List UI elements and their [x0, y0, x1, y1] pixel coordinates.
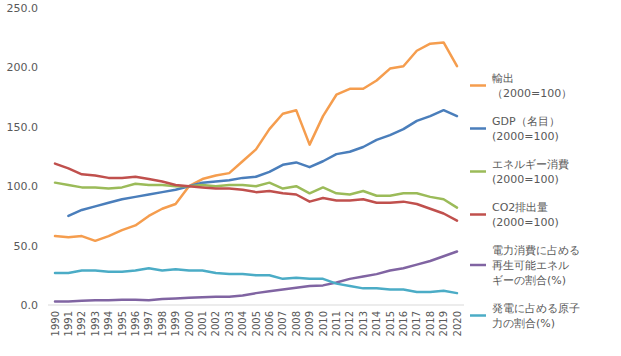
y-tick-label: 0.0	[21, 299, 39, 312]
legend-swatch	[470, 264, 486, 267]
x-tick-label: 2018	[425, 311, 436, 336]
x-tick-label: 1994	[103, 311, 114, 336]
series-line	[55, 164, 457, 221]
legend: 輸出（2000=100） GDP（名目）(2000=100) エネルギー消費(200…	[470, 72, 580, 330]
x-tick-label: 2011	[331, 311, 342, 336]
x-tick-label: 2017	[411, 311, 422, 336]
legend-swatch	[470, 127, 486, 130]
x-tick-label: 2000	[184, 311, 195, 336]
x-tick-label: 2006	[264, 311, 275, 336]
series-line	[68, 110, 457, 216]
x-tick-label: 2005	[251, 311, 262, 336]
legend-label: 発電に占める原子力の割合(%)	[492, 302, 580, 330]
x-tick-label: 2007	[277, 311, 288, 336]
legend-swatch	[470, 213, 486, 216]
x-tick-label: 2009	[304, 311, 315, 336]
x-tick-label: 2010	[318, 311, 329, 336]
x-tick-label: 2002	[210, 311, 221, 336]
lines	[55, 42, 457, 301]
x-tick-label: 2016	[398, 311, 409, 336]
series-line	[55, 268, 457, 293]
x-axis-line	[48, 305, 464, 306]
x-tick-label: 1999	[170, 311, 181, 336]
legend-label: 輸出（2000=100）	[492, 72, 572, 100]
legend-label: エネルギー消費(2000=100)	[492, 158, 569, 186]
series-line	[55, 42, 457, 240]
x-tick-label: 2014	[371, 311, 382, 336]
x-tick-label: 1996	[130, 311, 141, 336]
x-tick-label: 2013	[358, 311, 369, 336]
y-tick-label: 50.0	[14, 240, 39, 253]
legend-label: GDP（名目）(2000=100)	[492, 115, 560, 143]
x-axis: 1990199119921993199419951996199719981999…	[48, 305, 464, 336]
x-tick-label: 2015	[385, 311, 396, 336]
x-tick-label: 1997	[143, 311, 154, 336]
x-tick-label: 2020	[452, 311, 463, 336]
x-tick-label: 1990	[50, 311, 61, 336]
legend-label: 電力消費に占める再生可能エネルギーの割合(%)	[492, 244, 580, 287]
y-tick-label: 200.0	[7, 61, 39, 74]
legend-label: CO2排出量(2000=100)	[492, 201, 559, 229]
y-axis: 0.0 50.0 100.0 150.0 200.0 250.0	[7, 2, 46, 312]
x-tick-label: 2001	[197, 311, 208, 336]
x-tick-label: 1991	[63, 311, 74, 336]
legend-swatch	[470, 170, 486, 173]
x-tick-label: 2008	[291, 311, 302, 336]
y-tick-label: 150.0	[7, 121, 39, 134]
series-line	[55, 252, 457, 302]
x-tick-label: 2019	[438, 311, 449, 336]
y-tick-label: 100.0	[7, 180, 39, 193]
series-line	[55, 183, 457, 208]
x-tick-label: 2004	[237, 311, 248, 336]
legend-swatch	[470, 84, 486, 87]
x-tick-label: 2003	[224, 311, 235, 336]
legend-swatch	[470, 314, 486, 317]
x-tick-label: 2012	[344, 311, 355, 336]
x-tick-label: 1995	[117, 311, 128, 336]
chart: 0.050.0100.0150.0200.0250.01990199119921…	[0, 0, 621, 356]
x-tick-label: 1998	[157, 311, 168, 336]
y-tick-label: 250.0	[7, 2, 39, 15]
x-tick-label: 1993	[90, 311, 101, 336]
x-tick-label: 1992	[76, 311, 87, 336]
